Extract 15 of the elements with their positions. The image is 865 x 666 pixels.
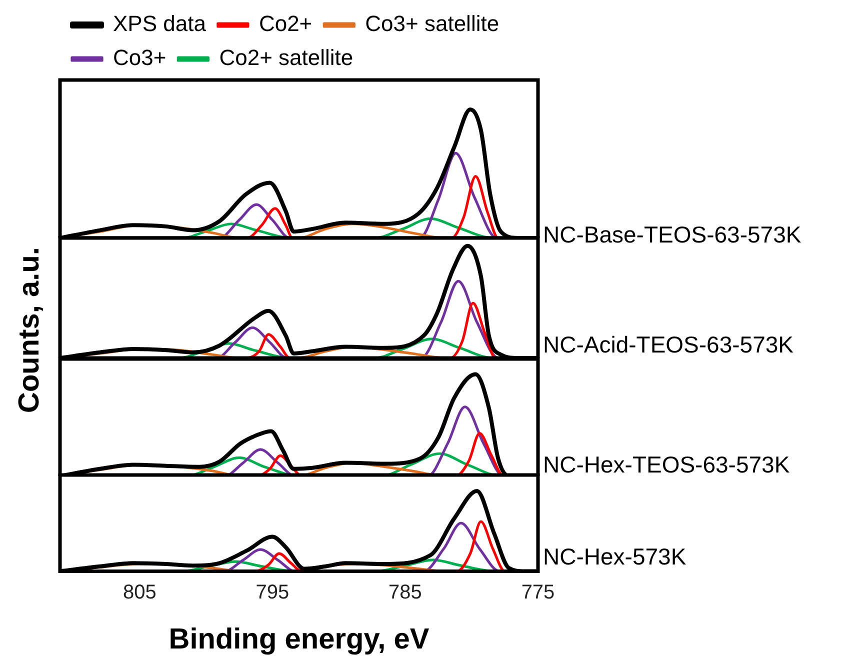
text: NC-Acid-TEOS-63-573K <box>543 332 794 358</box>
y-axis-title: Counts, a.u. <box>14 247 46 413</box>
legend-label: Co3+ <box>113 45 166 70</box>
text: NC-Base-TEOS-63-573K <box>543 222 802 248</box>
x-tick-label: 785 <box>388 582 422 604</box>
x-axis-title: Binding energy, eV <box>168 624 430 656</box>
x-tick-label: 805 <box>122 582 156 604</box>
text: NC-Hex-TEOS-63-573K <box>543 452 790 478</box>
x-tick-label: 775 <box>521 582 555 604</box>
legend-label: Co2+ satellite <box>219 45 354 70</box>
x-tick-label: 795 <box>256 582 290 604</box>
legend-label: Co2+ <box>258 11 312 36</box>
text: NC-Hex-573K <box>543 544 686 570</box>
legend-label: XPS data <box>113 11 207 36</box>
legend-label: Co3+ satellite <box>365 11 500 36</box>
